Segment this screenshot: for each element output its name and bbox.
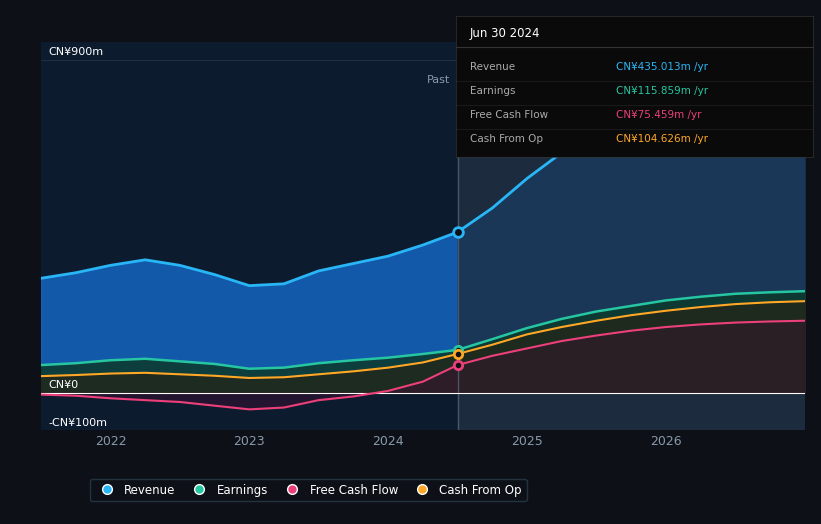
Text: CN¥900m: CN¥900m <box>48 47 103 57</box>
Bar <box>457 42 805 430</box>
Text: CN¥435.013m /yr: CN¥435.013m /yr <box>617 62 709 72</box>
Text: Cash From Op: Cash From Op <box>470 134 543 144</box>
Text: CN¥0: CN¥0 <box>48 380 78 390</box>
Text: CN¥104.626m /yr: CN¥104.626m /yr <box>617 134 709 144</box>
Text: Earnings: Earnings <box>470 86 516 96</box>
Text: Jun 30 2024: Jun 30 2024 <box>470 27 540 40</box>
Text: Revenue: Revenue <box>470 62 515 72</box>
Text: Analysts Forecasts: Analysts Forecasts <box>465 75 568 85</box>
Text: CN¥75.459m /yr: CN¥75.459m /yr <box>617 110 702 120</box>
Legend: Revenue, Earnings, Free Cash Flow, Cash From Op: Revenue, Earnings, Free Cash Flow, Cash … <box>90 479 526 501</box>
Text: Past: Past <box>427 75 451 85</box>
Text: Free Cash Flow: Free Cash Flow <box>470 110 548 120</box>
Text: CN¥115.859m /yr: CN¥115.859m /yr <box>617 86 709 96</box>
Text: -CN¥100m: -CN¥100m <box>48 418 107 428</box>
